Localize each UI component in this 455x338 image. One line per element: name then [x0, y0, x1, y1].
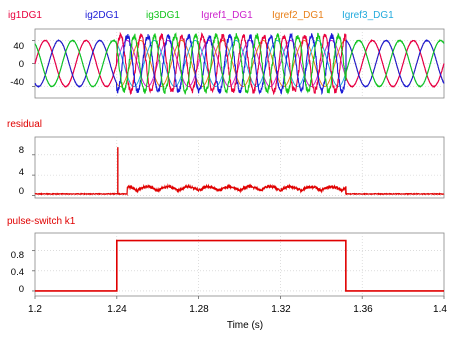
xtick-1.4: 1.4: [433, 304, 447, 315]
xtick-1.32: 1.32: [271, 304, 291, 315]
legend-Igref2_DG1: Igref2_DG1: [272, 10, 324, 21]
panel3-ytick-0.8: 0.8: [10, 250, 24, 261]
series-ig2DG1: [34, 32, 445, 96]
xtick-1.28: 1.28: [189, 304, 209, 315]
panel1-ytick-neg40: -40: [10, 77, 24, 88]
residual-line: [34, 183, 445, 197]
panel3-ytick-0.4: 0.4: [10, 267, 24, 278]
panel2-frame: [34, 136, 445, 199]
legend-ig3DG1: ig3DG1: [146, 10, 180, 21]
legend-ig2DG1: ig2DG1: [85, 10, 119, 21]
legend-Igref1_DG1: Igref1_DG1: [201, 10, 253, 21]
x-axis-label: Time (s): [226, 320, 264, 331]
panel3-ytick-0: 0: [18, 284, 24, 295]
legend-ig1DG1: ig1DG1: [8, 10, 42, 21]
series-ig3DG1: [34, 32, 445, 95]
panel1-ytick-40: 40: [13, 41, 24, 52]
series-ig1DG1: [34, 31, 445, 96]
legend-Igref3_DG1: Igref3_DG1: [342, 10, 394, 21]
panel3-frame: [34, 232, 445, 297]
panel2-title: residual: [7, 119, 43, 130]
xtick-1.24: 1.24: [107, 304, 127, 315]
panel2-ytick-8: 8: [18, 145, 24, 156]
panel2-ytick-0: 0: [18, 186, 24, 197]
pulse-switch-line: [35, 239, 444, 292]
panel3-title: pulse-switch k1: [7, 216, 76, 227]
panel1-ytick-0: 0: [18, 59, 24, 70]
xtick-1.2: 1.2: [28, 304, 42, 315]
panel2-ytick-4: 4: [18, 167, 24, 178]
xtick-1.36: 1.36: [353, 304, 373, 315]
